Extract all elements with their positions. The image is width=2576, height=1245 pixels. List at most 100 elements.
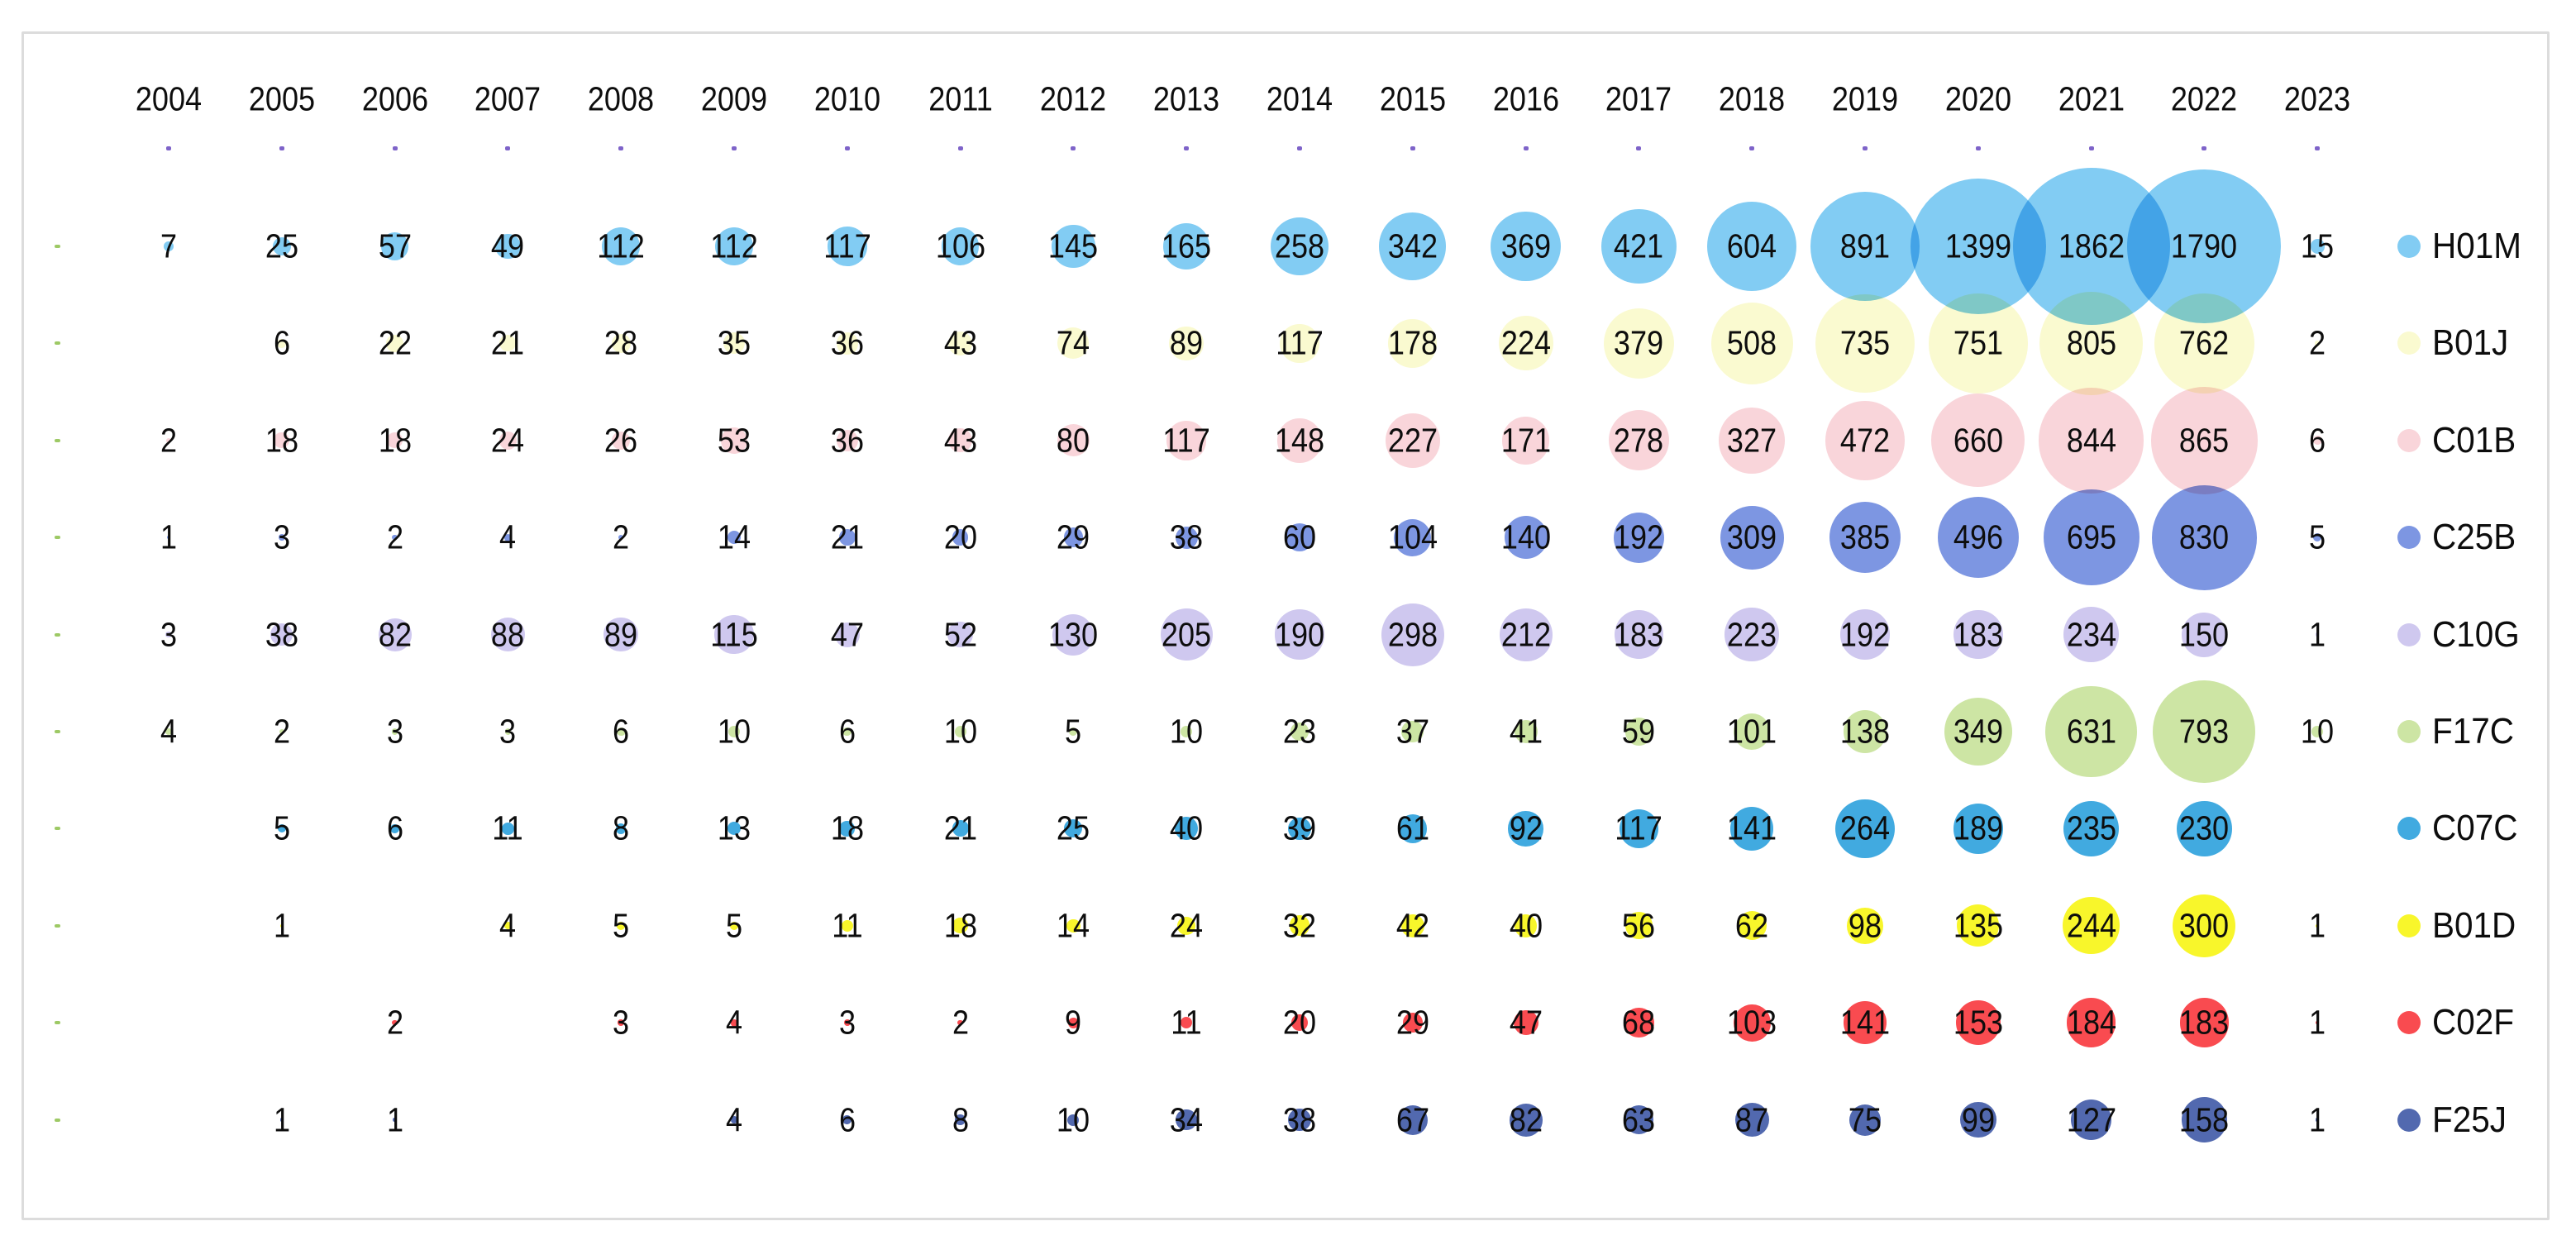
value-label: 53 (717, 421, 751, 460)
legend-dot-B01J (2397, 332, 2421, 355)
bubble-C07C-2006 (390, 824, 399, 833)
value-label: 190 (1274, 615, 1325, 654)
row-tick-dot (55, 1021, 60, 1025)
value-label: 98 (1848, 906, 1882, 945)
legend-label-B01J: B01J (2432, 322, 2509, 364)
bubble-F17C-2006 (391, 728, 398, 735)
bubble-C25B-2014 (1285, 523, 1314, 552)
bubble-C25B-2010 (838, 529, 856, 546)
bubble-H01M-2017 (1601, 208, 1677, 284)
bubble-B01D-2007 (504, 922, 512, 930)
bubble-F25J-2019 (1849, 1104, 1882, 1136)
bubble-F25J-2014 (1288, 1109, 1311, 1132)
bubble-C02F-2015 (1402, 1013, 1423, 1033)
bubble-C10G-2019 (1839, 609, 1891, 661)
year-label: 2022 (2171, 79, 2238, 118)
value-label: 117 (1615, 809, 1663, 847)
value-label: 379 (1614, 323, 1664, 362)
value-label: 22 (378, 323, 412, 362)
bubble-F25J-2012 (1067, 1114, 1080, 1126)
value-label: 20 (943, 518, 977, 556)
bubble-C07C-2021 (2063, 800, 2120, 857)
value-label: 92 (1509, 809, 1543, 847)
value-label: 82 (378, 615, 412, 654)
value-label: 43 (943, 323, 977, 362)
bubble-C07C-2013 (1175, 817, 1199, 841)
year-label: 2008 (588, 79, 655, 118)
value-label: 6 (838, 1100, 856, 1139)
value-label: 235 (2066, 809, 2116, 847)
value-label: 104 (1387, 518, 1438, 556)
bubble-C10G-2015 (1381, 603, 1444, 666)
value-label: 3 (838, 1003, 856, 1042)
year-tick-dot (1297, 146, 1302, 150)
bubble-C01B-2010 (836, 429, 858, 451)
value-label: 212 (1500, 615, 1551, 654)
value-label: 300 (2179, 906, 2230, 945)
bubble-B01D-2010 (841, 919, 854, 933)
bubble-C02F-2006 (392, 1020, 398, 1026)
legend-dot-C10G (2397, 622, 2421, 646)
bubble-H01M-2013 (1162, 222, 1210, 270)
legend-label-C07C: C07C (2432, 808, 2518, 849)
bubble-B01J-2005 (277, 339, 287, 348)
bubble-F17C-2013 (1181, 726, 1193, 737)
value-label: 865 (2179, 421, 2230, 460)
year-label: 2006 (361, 79, 428, 118)
value-label: 189 (1953, 809, 2003, 847)
year-label: 2014 (1266, 79, 1333, 118)
bubble-C25B-2016 (1504, 516, 1548, 560)
value-label: 2 (386, 1003, 403, 1042)
bubble-C07C-2017 (1619, 809, 1659, 849)
value-label: 145 (1048, 227, 1099, 265)
bubble-F17C-2004 (165, 727, 173, 736)
bubble-C01B-2019 (1825, 401, 1905, 480)
year-tick-dot (1410, 146, 1415, 150)
value-label: 18 (378, 421, 412, 460)
value-label: 106 (935, 227, 985, 265)
value-label: 20 (1282, 1003, 1317, 1042)
value-label: 8 (613, 809, 630, 847)
bubble-B01D-2017 (1624, 912, 1653, 940)
bubble-B01J-2007 (499, 335, 517, 352)
bubble-C25B-2009 (727, 530, 742, 545)
value-label: 6 (2309, 421, 2326, 460)
bubble-B01J-2020 (1928, 293, 2029, 394)
bubble-C07C-2018 (1730, 807, 1774, 851)
bubble-C01B-2006 (387, 432, 403, 449)
bubble-C10G-2018 (1724, 607, 1780, 662)
bubble-B01D-2021 (2063, 897, 2120, 955)
bubble-C02F-2019 (1843, 1001, 1887, 1045)
value-label: 234 (2066, 615, 2116, 654)
value-label: 67 (1395, 1100, 1429, 1139)
value-label: 25 (265, 227, 298, 265)
year-tick-dot (732, 146, 737, 150)
row-tick-dot (55, 730, 60, 733)
bubble-C25B-2020 (1937, 497, 2019, 579)
bubble-C10G-2012 (1052, 613, 1095, 656)
value-label: 140 (1500, 518, 1551, 556)
value-label: 178 (1387, 323, 1438, 362)
bubble-C10G-2013 (1160, 608, 1213, 661)
bubble-F25J-2015 (1397, 1104, 1428, 1135)
bubble-H01M-2012 (1051, 224, 1095, 269)
bubble-C07C-2010 (839, 821, 856, 837)
value-label: 82 (1509, 1100, 1543, 1139)
bubble-H01M-2019 (1810, 192, 1920, 301)
bubble-C10G-2020 (1953, 609, 2003, 660)
value-label: 1 (2309, 906, 2326, 945)
bubble-C10G-2011 (947, 621, 974, 648)
value-label: 5 (1065, 712, 1082, 751)
bubble-C01B-2009 (720, 427, 747, 454)
bubble-B01J-2008 (611, 333, 631, 354)
bubble-B01D-2015 (1400, 913, 1425, 938)
year-label: 2018 (1719, 79, 1786, 118)
bubble-B01J-2018 (1710, 302, 1793, 384)
value-label: 18 (265, 421, 298, 460)
bubble-B01J-2016 (1498, 316, 1553, 371)
bubble-C25B-2007 (504, 533, 512, 541)
value-label: 10 (1057, 1100, 1090, 1139)
year-label: 2010 (813, 79, 880, 118)
bubble-B01J-2012 (1057, 327, 1090, 360)
bubble-B01D-2011 (952, 918, 968, 934)
